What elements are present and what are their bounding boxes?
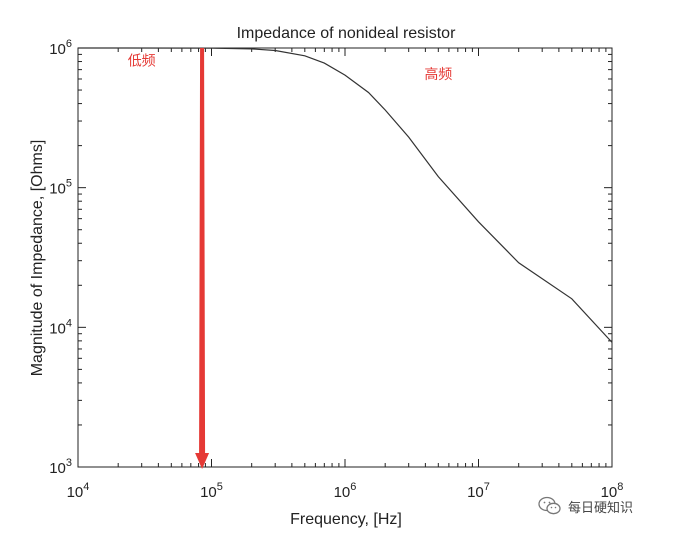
red-frequency-marker [195,48,210,469]
x-axis-ticks: 104 105 106 107 108 [67,48,624,501]
y-tick-label: 103 [49,457,72,477]
chart-title: Impedance of nonideal resistor [237,25,456,42]
watermark: 每日硬知识 [538,494,633,518]
x-tick-base: 10 [601,484,618,501]
x-tick-label: 106 [334,481,357,501]
x-tick-base: 10 [200,484,217,501]
red-arrow [195,48,210,469]
y-tick-label: 105 [49,178,72,198]
annotation-label: 高频 [424,66,452,83]
x-tick-label: 108 [601,481,624,501]
x-tick-exponent: 4 [83,481,89,493]
y-tick-label: 104 [49,317,72,337]
x-tick-label: 105 [200,481,223,501]
y-axis-label: Magnitude of Impedance, [Ohms] [29,140,46,377]
y-tick-exponent: 5 [66,178,72,190]
y-tick-exponent: 6 [66,38,72,50]
watermark-text: 每日硬知识 [568,500,634,516]
x-tick-exponent: 8 [617,481,623,493]
y-tick-exponent: 4 [66,317,72,329]
y-tick-base: 10 [49,181,66,198]
wechat-logo-icon [538,496,561,515]
y-tick-base: 10 [49,41,66,58]
plot-frame [77,47,613,468]
x-tick-base: 10 [334,484,351,501]
x-tick-exponent: 6 [350,481,356,493]
annotation-label: 低频 [128,53,156,69]
x-tick-label: 104 [67,481,90,501]
y-tick-label: 106 [49,38,72,58]
x-tick-base: 10 [67,484,84,501]
x-tick-label: 107 [467,481,490,501]
y-tick-exponent: 3 [66,457,72,469]
x-tick-exponent: 7 [484,481,490,493]
x-tick-base: 10 [467,484,484,501]
y-tick-base: 10 [49,460,66,477]
x-tick-exponent: 5 [217,481,223,493]
impedance-curve [77,47,613,343]
y-tick-base: 10 [49,320,66,337]
x-axis-label: Frequency, [Hz] [290,511,402,528]
